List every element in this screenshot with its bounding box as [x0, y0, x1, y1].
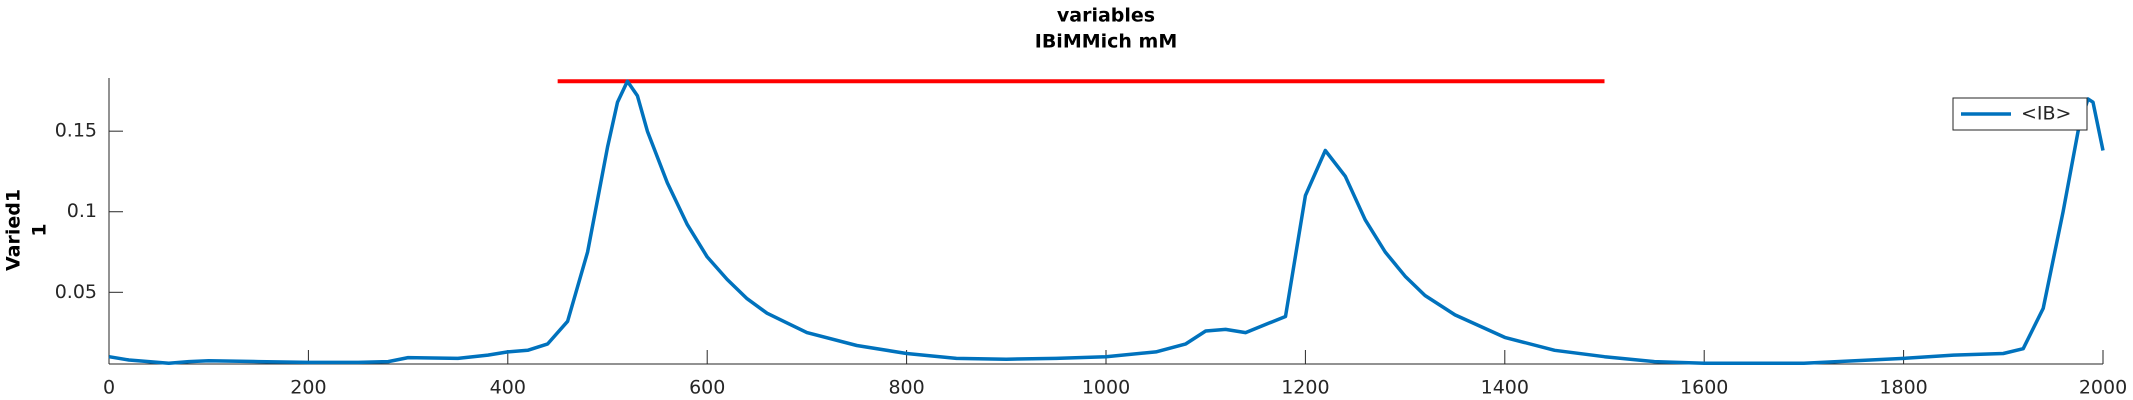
chart-title: variables	[1057, 5, 1155, 27]
x-tick-label: 0	[103, 377, 115, 399]
x-tick-label: 600	[689, 377, 725, 399]
y-tick-label: 0.15	[55, 120, 97, 142]
y-tick-label: 0.05	[55, 281, 97, 303]
x-tick-label: 1000	[1082, 377, 1130, 399]
chart-subtitle: IBiMMich mM	[1035, 31, 1178, 53]
x-tick-label: 1200	[1281, 377, 1329, 399]
x-tick-label: 1800	[1879, 377, 1927, 399]
x-tick-label: 1400	[1481, 377, 1529, 399]
x-tick-label: 2000	[2079, 377, 2127, 399]
legend-label: <IB>	[2021, 103, 2071, 125]
x-tick-label: 400	[490, 377, 526, 399]
x-tick-label: 200	[290, 377, 326, 399]
y-axis-label: Varied1	[3, 189, 25, 271]
x-tick-label: 800	[888, 377, 924, 399]
data-line	[108, 79, 2105, 365]
y-axis-label: 1	[29, 223, 51, 236]
x-tick-label: 1600	[1680, 377, 1728, 399]
y-tick-label: 0.1	[67, 200, 97, 222]
